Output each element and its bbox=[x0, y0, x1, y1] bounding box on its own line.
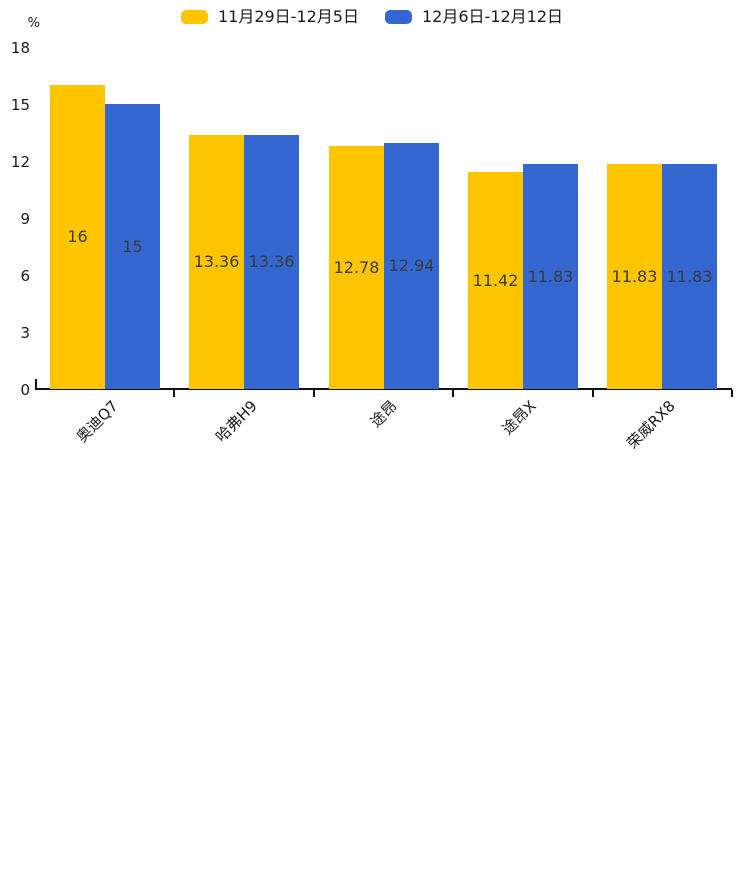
bar-value-label: 13.36 bbox=[193, 252, 240, 271]
x-axis-line bbox=[35, 388, 732, 390]
bar-11月29日-12月5日-荣威RX8[interactable] bbox=[607, 164, 662, 389]
legend-item-series-1[interactable]: 12月6日-12月12日 bbox=[385, 7, 563, 27]
chart-legend: 11月29日-12月5日 12月6日-12月12日 bbox=[0, 7, 744, 27]
bar-value-label: 16 bbox=[67, 227, 88, 246]
y-tick-label: 6 bbox=[20, 267, 30, 285]
bar-value-label: 15 bbox=[122, 237, 143, 256]
bar-value-label: 11.83 bbox=[527, 267, 574, 286]
legend-item-series-0[interactable]: 11月29日-12月5日 bbox=[180, 7, 359, 27]
y-axis-stub bbox=[35, 379, 37, 390]
legend-swatch-icon bbox=[385, 10, 412, 24]
bar-12月6日-12月12日-奥迪Q7[interactable] bbox=[105, 104, 160, 389]
x-axis-tick bbox=[731, 390, 733, 397]
x-category-label: 荣威RX8 bbox=[623, 397, 679, 453]
bar-value-label: 12.78 bbox=[333, 258, 380, 277]
bar-value-label: 11.42 bbox=[472, 271, 519, 290]
bar-12月6日-12月12日-哈弗H9[interactable] bbox=[244, 135, 299, 389]
grouped-bar-chart: 11月29日-12月5日 12月6日-12月12日 % 0 3 6 9 12 15 18 16 1… bbox=[0, 7, 744, 453]
legend-label: 12月6日-12月12日 bbox=[422, 7, 564, 26]
bar-value-label: 12.94 bbox=[388, 256, 435, 275]
y-tick-label: 3 bbox=[20, 324, 30, 342]
x-axis-tick bbox=[592, 390, 594, 397]
bar-11月29日-12月5日-途昂X[interactable] bbox=[468, 172, 523, 389]
bar-value-label: 13.36 bbox=[248, 252, 295, 271]
bar-11月29日-12月5日-途昂[interactable] bbox=[329, 146, 384, 389]
bar-value-label: 11.83 bbox=[611, 267, 658, 286]
bar-12月6日-12月12日-途昂[interactable] bbox=[384, 143, 439, 389]
bar-11月29日-12月5日-哈弗H9[interactable] bbox=[189, 135, 244, 389]
bar-12月6日-12月12日-荣威RX8[interactable] bbox=[662, 164, 717, 389]
y-tick-label: 9 bbox=[20, 210, 30, 228]
y-tick-label: 18 bbox=[10, 39, 30, 57]
x-axis-tick bbox=[173, 390, 175, 397]
x-category-label: 奥迪Q7 bbox=[72, 397, 122, 447]
y-tick-label: 0 bbox=[20, 381, 30, 399]
y-tick-label: 12 bbox=[10, 153, 30, 171]
bar-12月6日-12月12日-途昂X[interactable] bbox=[523, 164, 578, 389]
x-category-label: 途昂 bbox=[366, 397, 401, 431]
x-axis-tick bbox=[313, 390, 315, 397]
x-axis-tick bbox=[452, 390, 454, 397]
legend-label: 11月29日-12月5日 bbox=[217, 7, 359, 26]
y-tick-label: 15 bbox=[10, 96, 30, 114]
bar-11月29日-12月5日-奥迪Q7[interactable] bbox=[50, 85, 105, 389]
bar-value-label: 11.83 bbox=[666, 267, 713, 286]
legend-swatch-icon bbox=[180, 10, 208, 24]
y-axis-unit-label: % bbox=[27, 16, 40, 31]
